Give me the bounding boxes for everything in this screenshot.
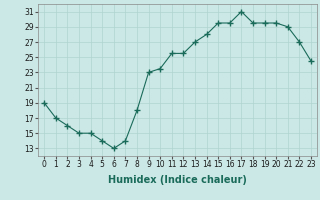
X-axis label: Humidex (Indice chaleur): Humidex (Indice chaleur): [108, 175, 247, 185]
